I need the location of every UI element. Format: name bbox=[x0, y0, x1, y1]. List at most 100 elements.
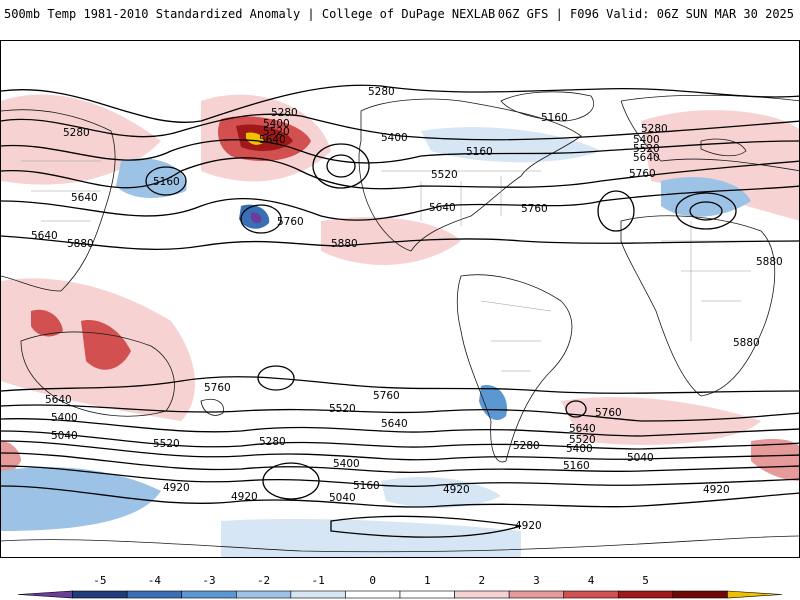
anomaly-colorbar: -5 -4 -3 -2 -1 0 1 2 3 4 5 bbox=[0, 570, 800, 600]
contour-5760-south bbox=[1, 376, 799, 394]
map-title: 500mb Temp 1981-2010 Standardized Anomal… bbox=[4, 7, 496, 21]
contour-5520-north bbox=[1, 139, 799, 164]
contour-label: 5880 bbox=[733, 337, 760, 349]
contour-label: 5520 bbox=[633, 143, 660, 155]
asia-coast-west bbox=[1, 109, 116, 292]
contour-label: 5280 bbox=[368, 86, 395, 98]
colorbar-tick-label: 4 bbox=[588, 574, 595, 587]
contour-label: 5760 bbox=[277, 216, 304, 228]
closed-contour-atlantic bbox=[597, 190, 635, 232]
colorbar-swatch bbox=[508, 590, 565, 599]
colorbar-tick-label: -5 bbox=[93, 574, 106, 587]
contour-5880-north bbox=[1, 235, 799, 250]
strong-warm-indian bbox=[31, 309, 63, 337]
south-america-coast bbox=[456, 274, 573, 463]
height-contours bbox=[1, 84, 799, 538]
uk-coast bbox=[700, 138, 747, 157]
africa-borders bbox=[661, 221, 761, 341]
antarctica-coast bbox=[1, 535, 799, 553]
closed-contour-south-pacific bbox=[257, 365, 295, 391]
colorbar-swatch bbox=[72, 590, 128, 599]
warm-anomaly-se bbox=[751, 439, 799, 481]
model-run-info: 06Z GFS | F096 Valid: 06Z SUN MAR 30 202… bbox=[497, 7, 794, 21]
closed-low-pacific-inner bbox=[326, 154, 356, 178]
contour-label: 5040 bbox=[627, 452, 654, 464]
contour-label: 5520 bbox=[263, 126, 290, 138]
contour-label: 5760 bbox=[629, 168, 656, 180]
contour-label: 4920 bbox=[231, 491, 258, 503]
contour-4920-south bbox=[1, 485, 799, 508]
contour-label: 5760 bbox=[595, 407, 622, 419]
colorbar-swatch bbox=[235, 590, 292, 599]
contour-label-group: 5280 5280 5400 5520 5640 5160 5280 5400 … bbox=[31, 86, 783, 532]
colorbar-swatch bbox=[17, 590, 73, 599]
colorbar-tick-label: 1 bbox=[424, 574, 431, 587]
contour-label: 5160 bbox=[153, 176, 180, 188]
closed-low-antarctic bbox=[330, 515, 522, 538]
contour-label: 5160 bbox=[353, 480, 380, 492]
anomaly-map: 5280 5280 5400 5520 5640 5160 5280 5400 … bbox=[1, 84, 799, 557]
contour-5760-north bbox=[1, 185, 799, 221]
contour-label: 5880 bbox=[756, 256, 783, 268]
contour-label: 5520 bbox=[329, 403, 356, 415]
contour-label: 4920 bbox=[163, 482, 190, 494]
max-warm-alaska bbox=[246, 132, 264, 145]
closed-low-mediterranean-inner bbox=[689, 201, 723, 221]
contour-label: 5880 bbox=[331, 238, 358, 250]
contour-label: 5640 bbox=[71, 192, 98, 204]
contour-label: 5520 bbox=[153, 438, 180, 450]
contour-label: 5760 bbox=[521, 203, 548, 215]
contour-label: 5040 bbox=[51, 430, 78, 442]
cool-anomaly-chile bbox=[479, 385, 507, 421]
africa-coast bbox=[620, 215, 776, 397]
colorbar-swatch bbox=[727, 590, 783, 599]
contour-label: 5400 bbox=[633, 134, 660, 146]
contour-label: 5520 bbox=[569, 434, 596, 446]
contour-label: 5640 bbox=[45, 394, 72, 406]
colorbar-tick-labels: -5 -4 -3 -2 -1 0 1 2 3 4 5 bbox=[93, 574, 649, 587]
contour-5280-north bbox=[1, 84, 799, 123]
closed-contour-south-atlantic bbox=[565, 400, 587, 418]
political-borders bbox=[21, 160, 761, 372]
colorbar-tick-label: -4 bbox=[148, 574, 162, 587]
contour-label: 5640 bbox=[569, 423, 596, 435]
contour-label: 5640 bbox=[31, 230, 58, 242]
contour-label: 5280 bbox=[513, 440, 540, 452]
contour-label: 4920 bbox=[515, 520, 542, 532]
new-zealand-coast bbox=[200, 398, 224, 416]
cool-anomaly-mediterranean bbox=[661, 177, 751, 217]
contour-5400-north bbox=[1, 113, 799, 141]
contour-label: 4920 bbox=[703, 484, 730, 496]
us-state-borders bbox=[381, 170, 541, 226]
contour-label: 5640 bbox=[429, 202, 456, 214]
colorbar-swatch bbox=[181, 590, 237, 599]
warm-anomaly-europe bbox=[641, 110, 799, 221]
contour-label: 5280 bbox=[63, 127, 90, 139]
contour-label: 5400 bbox=[51, 412, 78, 424]
contour-5040-south bbox=[1, 465, 799, 487]
contour-label: 5280 bbox=[271, 107, 298, 119]
contour-label: 4920 bbox=[443, 484, 470, 496]
cool-anomaly-southern-ocean-w bbox=[1, 467, 161, 531]
extreme-cool-pacific bbox=[251, 212, 262, 224]
contour-label: 5040 bbox=[329, 492, 356, 504]
colorbar-tick-label: -1 bbox=[312, 574, 325, 587]
contour-5640-north bbox=[1, 157, 799, 190]
asia-borders bbox=[21, 160, 101, 222]
contour-5280-south bbox=[1, 440, 799, 461]
colorbar-tick-label: 2 bbox=[479, 574, 486, 587]
contour-label: 5280 bbox=[259, 436, 286, 448]
contour-label: 5880 bbox=[67, 238, 94, 250]
contour-label: 5760 bbox=[373, 390, 400, 402]
anomaly-shading bbox=[1, 94, 799, 557]
contour-5160-south bbox=[1, 452, 799, 473]
colorbar-swatch bbox=[290, 590, 346, 599]
contour-label: 5160 bbox=[466, 146, 493, 158]
colorbar-tick-label: 0 bbox=[369, 574, 376, 587]
contour-5520-south bbox=[1, 418, 799, 437]
colorbar-swatch bbox=[399, 590, 455, 599]
greenland-coast bbox=[500, 91, 594, 122]
colorbar-tick-label: -3 bbox=[202, 574, 215, 587]
contour-label: 5280 bbox=[641, 123, 668, 135]
cool-anomaly-antarctic bbox=[221, 519, 521, 557]
